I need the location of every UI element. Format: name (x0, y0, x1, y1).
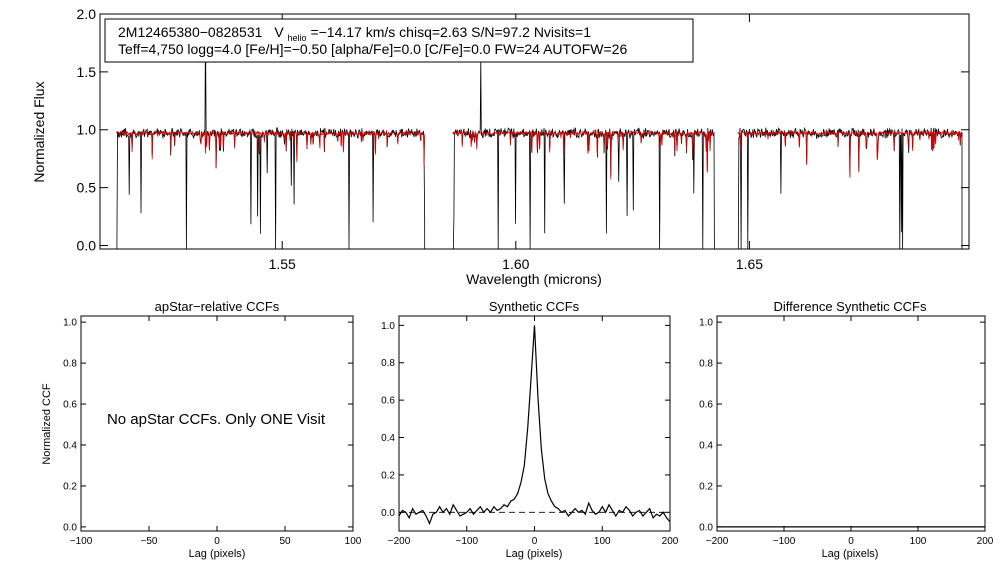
spectrum-y-axis-label: Normalized Flux (31, 81, 47, 182)
y-tick-label: 0.4 (699, 441, 713, 452)
y-tick-label: 0.2 (63, 481, 77, 492)
y-tick-label: 0.0 (699, 522, 713, 533)
y-tick-label: 0.4 (63, 441, 77, 452)
info-line-1-values: =−14.17 km/s chisq=2.63 S/N=97.2 Nvisits… (310, 24, 591, 40)
x-tick-label: −200 (388, 536, 411, 547)
synthetic-ccf-plot-area (398, 325, 671, 526)
y-tick-label: 1.0 (699, 318, 713, 329)
y-tick-label: 0.6 (381, 396, 395, 407)
apstar-ccf-ticks: −100 −50 0 50 100 0.0 0.2 0.4 0.6 0.8 1.0 (63, 316, 362, 547)
x-tick-label: 50 (279, 536, 291, 547)
difference-ccf-x-axis-label: Lag (pixels) (822, 548, 879, 560)
x-tick-label: 200 (977, 536, 994, 547)
y-tick-label: 0.2 (699, 481, 713, 492)
apstar-ccf-panel: apStar−relative CCFs −100 −50 0 50 100 0.0 0.2… (41, 299, 362, 560)
info-line-1: 2M12465380−0828531 V helio =−14.17 km/s … (118, 24, 591, 44)
x-tick-label: 200 (662, 536, 679, 547)
x-tick-label: 100 (910, 536, 927, 547)
y-tick-label: 1.0 (63, 318, 77, 329)
y-tick-label: 1.5 (77, 64, 97, 80)
info-star-id: 2M12465380−0828531 (118, 24, 263, 40)
x-tick-label: 100 (345, 536, 362, 547)
y-tick-label: 0.0 (381, 508, 395, 519)
x-tick-label: −100 (455, 536, 478, 547)
difference-ccf-ticks: −200 −100 0 100 200 0.0 0.2 0.4 0.6 0.8 1.0 (699, 316, 994, 547)
difference-ccf-title: Difference Synthetic CCFs (774, 299, 927, 314)
info-vhelio-symbol: V (274, 24, 284, 40)
observed-spectrum-chip-2 (452, 57, 715, 250)
y-tick-label: 0.8 (381, 358, 395, 369)
info-box (104, 18, 694, 63)
synthetic-ccf-x-axis-label: Lag (pixels) (506, 548, 563, 560)
synthetic-ccf-title: Synthetic CCFs (489, 299, 580, 314)
y-tick-label: 0.4 (381, 433, 395, 444)
x-tick-label: 0 (848, 536, 854, 547)
y-tick-label: 1.0 (77, 122, 97, 138)
apstar-ccf-title: apStar−relative CCFs (155, 299, 280, 314)
spectrum-frame (99, 13, 970, 250)
spectrum-panel: 1.55 1.60 1.65 0.0 0.5 1.0 1.5 2.0 2M12465380−0… (31, 6, 970, 287)
difference-ccf-panel: Difference Synthetic CCFs −200 −100 0 100 20… (699, 299, 994, 560)
model-spectrum-chip-1 (116, 130, 426, 168)
synthetic-ccf-panel: Synthetic CCFs −200 −100 0 100 200 0.0 0.2 0.4 0… (381, 299, 679, 560)
x-tick-label: −100 (773, 536, 796, 547)
y-tick-label: 0.6 (63, 400, 77, 411)
synthetic-ccf-ticks: −200 −100 0 100 200 0.0 0.2 0.4 0.6 0.8 1.0 (381, 316, 679, 547)
apstar-ccf-x-axis-label: Lag (pixels) (189, 548, 246, 560)
y-tick-label: 0.8 (63, 359, 77, 370)
x-tick-label: 100 (594, 536, 611, 547)
model-spectrum-chip-2 (452, 130, 715, 180)
observed-spectrum-chip-1 (116, 21, 426, 250)
x-tick-label: 1.60 (502, 256, 529, 272)
synthetic-ccf-curve (398, 325, 671, 526)
y-tick-label: 0.2 (381, 470, 395, 481)
x-tick-label: 1.55 (269, 256, 296, 272)
x-tick-label: 0 (214, 536, 220, 547)
model-spectrum-chip-3 (737, 129, 963, 178)
spectrum-plot-area (116, 21, 963, 250)
x-tick-label: 0 (532, 536, 538, 547)
x-tick-label: 1.65 (736, 256, 763, 272)
y-tick-label: 0.6 (699, 400, 713, 411)
y-tick-label: 0.5 (77, 180, 97, 196)
no-ccf-note: No apStar CCFs. Only ONE Visit (107, 411, 326, 428)
y-tick-label: 0.8 (699, 359, 713, 370)
info-line-2: Teff=4,750 logg=4.0 [Fe/H]=−0.50 [alpha/… (118, 41, 627, 57)
spectrum-ticks: 1.55 1.60 1.65 0.0 0.5 1.0 1.5 2.0 (77, 6, 969, 272)
y-tick-label: 0.0 (63, 522, 77, 533)
spectrum-x-axis-label: Wavelength (microns) (466, 271, 602, 287)
info-vhelio-subscript: helio (288, 33, 307, 43)
x-tick-label: −50 (141, 536, 158, 547)
y-tick-label: 0.0 (77, 237, 97, 253)
y-tick-label: 1.0 (381, 321, 395, 332)
x-tick-label: −200 (706, 536, 729, 547)
y-tick-label: 2.0 (77, 6, 97, 22)
apstar-ccf-y-axis-label: Normalized CCF (41, 383, 53, 465)
x-tick-label: −100 (70, 536, 93, 547)
